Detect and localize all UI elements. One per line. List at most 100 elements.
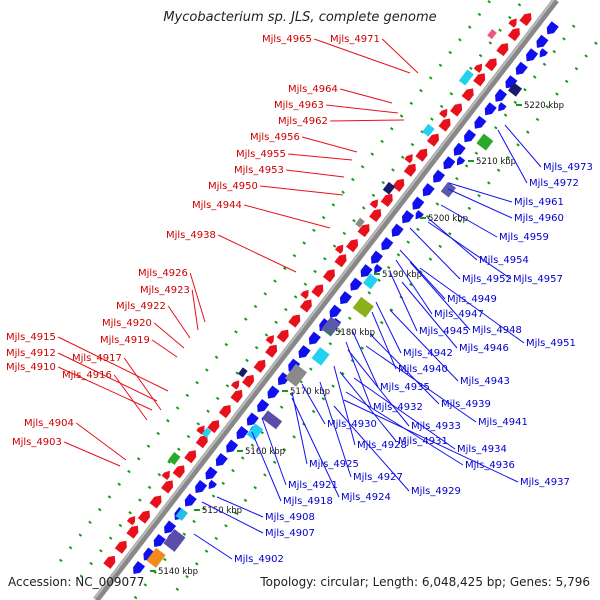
forward-gene-arrow — [519, 12, 532, 27]
track-dot-3 — [564, 79, 569, 84]
right-gene-label: Mjls_4973 — [543, 162, 593, 173]
track-dot-1 — [469, 66, 473, 71]
track-dot-0 — [88, 520, 92, 525]
track-dot-1 — [284, 307, 288, 312]
feature-block — [422, 123, 435, 137]
forward-gene-arrow — [218, 405, 231, 419]
track-dot-3 — [574, 66, 579, 71]
reverse-gene-arrow — [422, 183, 435, 197]
right-gene-label: Mjls_4960 — [514, 213, 564, 224]
feature-block — [246, 423, 264, 441]
reverse-gene-arrow — [456, 156, 466, 166]
track-dot-3 — [321, 397, 326, 401]
reverse-gene-arrow — [153, 533, 166, 548]
track-dot-3 — [487, 181, 491, 185]
track-dot-0 — [166, 419, 170, 423]
left-gene-label: Mjls_4919 — [100, 335, 150, 346]
track-dot-3 — [525, 130, 530, 134]
track-dot-2 — [201, 507, 206, 511]
track-dot-0 — [438, 63, 443, 67]
right-label-leader — [343, 399, 519, 483]
track-dot-3 — [389, 308, 394, 312]
reverse-gene-arrow — [195, 479, 208, 494]
genome-backbone — [93, 0, 559, 600]
right-label-leader — [440, 204, 498, 238]
feature-block — [146, 547, 166, 568]
kbp-tick-label: 5170 kbp — [290, 387, 330, 397]
track-dot-3 — [457, 219, 462, 223]
right-gene-label: Mjls_4943 — [460, 376, 510, 387]
left-label-leader — [217, 234, 297, 273]
left-gene-label: Mjls_4917 — [72, 353, 122, 364]
right-gene-label: Mjls_4942 — [403, 348, 453, 359]
left-label-leader — [151, 339, 178, 358]
right-label-leader — [251, 431, 282, 502]
track-dot-3 — [224, 524, 228, 528]
track-dot-0 — [78, 533, 83, 537]
track-dot-2 — [386, 265, 391, 270]
track-dot-1 — [215, 396, 220, 401]
reverse-gene-arrow — [433, 169, 446, 183]
track-dot-2 — [328, 341, 333, 346]
track-dot-2 — [396, 253, 401, 257]
track-dot-1 — [206, 409, 210, 413]
left-label-leader — [326, 104, 399, 114]
track-dot-3 — [545, 105, 550, 109]
right-gene-label: Mjls_4939 — [441, 399, 491, 410]
right-gene-label: Mjls_4932 — [373, 402, 423, 413]
reverse-gene-arrow — [474, 115, 487, 129]
right-label-leader — [353, 377, 456, 450]
forward-gene-arrow — [253, 359, 266, 373]
track-dot-2 — [250, 443, 255, 447]
reverse-gene-arrow — [381, 237, 394, 251]
track-dot-3 — [243, 498, 248, 503]
forward-gene-arrow — [149, 495, 162, 509]
forward-gene-arrow — [265, 344, 278, 358]
backbone-highlight — [93, 0, 555, 600]
track-dot-3 — [194, 562, 199, 566]
track-dot-0 — [273, 279, 277, 283]
track-dot-1 — [128, 511, 132, 515]
reverse-gene-arrow — [184, 493, 197, 507]
right-label-leader — [371, 311, 397, 370]
track-dot-1 — [235, 371, 240, 375]
left-gene-label: Mjls_4912 — [6, 348, 56, 359]
track-dot-0 — [224, 342, 229, 347]
right-label-leader — [504, 124, 542, 168]
right-gene-label: Mjls_4946 — [459, 343, 509, 354]
track-dot-0 — [399, 114, 404, 118]
reverse-gene-arrow — [267, 385, 280, 399]
track-dot-2 — [455, 176, 459, 181]
right-label-leader — [389, 309, 459, 382]
forward-gene-arrow — [114, 540, 127, 554]
track-dot-3 — [516, 143, 520, 147]
feature-block — [352, 296, 374, 318]
reverse-gene-arrow — [374, 264, 383, 274]
track-dot-2 — [542, 62, 547, 67]
feature-block — [175, 508, 188, 521]
forward-gene-arrow — [415, 148, 428, 162]
track-dot-0 — [331, 203, 336, 207]
right-label-leader — [339, 371, 397, 442]
forward-gene-arrow — [288, 314, 301, 328]
right-gene-label: Mjls_4933 — [411, 421, 461, 432]
track-dot-1 — [138, 498, 142, 502]
left-label-leader — [153, 322, 185, 349]
track-dot-1 — [342, 231, 347, 236]
left-label-leader — [244, 204, 331, 229]
track-dot-0 — [127, 469, 131, 474]
track-dot-1 — [323, 257, 327, 261]
track-dot-0 — [351, 177, 355, 182]
forward-gene-arrow — [184, 450, 197, 464]
track-dot-3 — [448, 232, 452, 236]
track-dot-1 — [118, 523, 123, 528]
forward-gene-arrow — [461, 88, 474, 102]
feature-block — [284, 363, 308, 387]
track-dot-2 — [347, 316, 352, 320]
reverse-gene-arrow — [498, 102, 507, 112]
left-label-leader — [57, 336, 169, 392]
track-dot-1 — [79, 574, 84, 578]
forward-gene-arrow — [438, 118, 451, 132]
forward-gene-arrow — [265, 335, 274, 345]
forward-gene-arrow — [195, 435, 208, 449]
